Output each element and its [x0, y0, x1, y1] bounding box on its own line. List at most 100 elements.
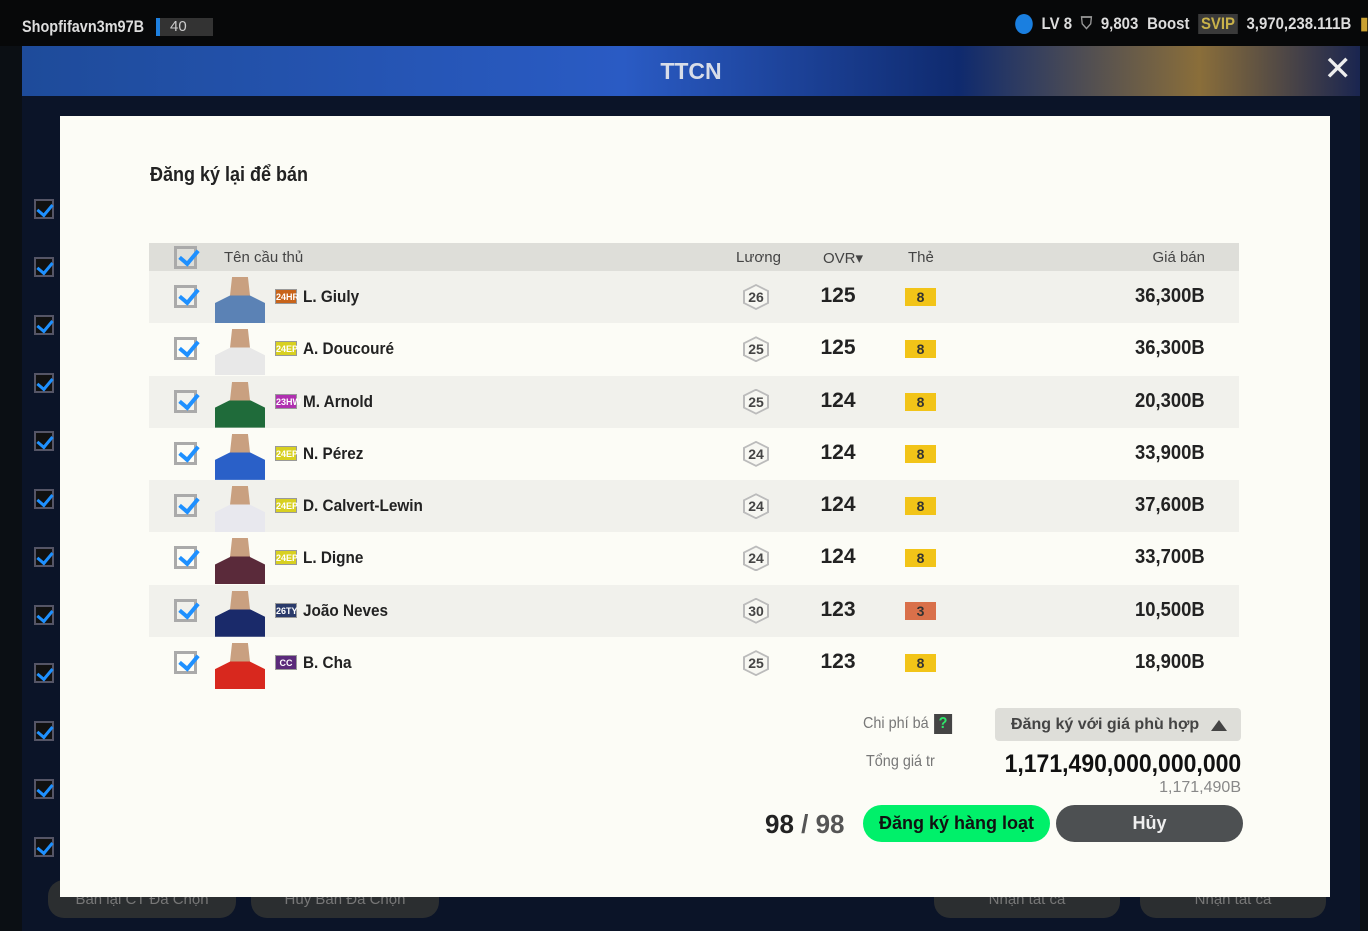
select-all-checkbox[interactable] — [174, 246, 197, 269]
player-avatar — [215, 377, 265, 428]
ovr-value: 124 — [820, 545, 856, 569]
ovr-value: 124 — [820, 440, 856, 464]
season-badge: 24EP — [275, 341, 298, 357]
col-salary[interactable]: Lương — [736, 249, 781, 266]
grade-badge: 3 — [905, 601, 936, 620]
sale-price: 36,300B — [1135, 285, 1205, 307]
player-row[interactable]: 24EP N. Pérez 24 124 8 33,900B — [149, 427, 1239, 481]
player-row[interactable]: 23HW M. Arnold 25 124 8 20,300B — [149, 375, 1239, 428]
player-avatar — [215, 534, 265, 585]
salary-hex: 24 — [743, 440, 769, 467]
salary-hex: 30 — [743, 597, 769, 624]
season-badge: 24EP — [275, 550, 298, 566]
season-badge: 24EP — [275, 498, 298, 514]
total-value: 1,171,490,000,000,000 — [1004, 750, 1241, 778]
triangle-up-icon — [1211, 720, 1227, 731]
help-icon[interactable]: ? — [934, 714, 953, 734]
player-row[interactable]: 24EP L. Digne 24 124 8 33,700B — [149, 532, 1239, 585]
dialog-title: Đăng ký lại để bán — [150, 164, 309, 186]
background-row-checkbox — [34, 315, 54, 335]
background-row-checkbox — [34, 721, 54, 741]
row-checkbox[interactable] — [174, 494, 197, 518]
player-avatar — [215, 482, 265, 533]
col-grade[interactable]: Thẻ — [908, 249, 934, 266]
salary-hex: 25 — [743, 650, 769, 677]
cancel-button[interactable]: Hủy — [1056, 805, 1243, 842]
row-checkbox[interactable] — [174, 651, 197, 675]
salary-value: 25 — [745, 652, 767, 675]
salary-value: 24 — [745, 547, 767, 570]
row-checkbox[interactable] — [174, 337, 197, 361]
balance-text: 3,970,238.111B — [1246, 14, 1351, 33]
season-badge: 24HR — [275, 289, 299, 304]
player-avatar — [215, 325, 265, 376]
lv-text: LV 8 — [1041, 14, 1072, 33]
background-row-checkbox — [34, 663, 54, 683]
window-title: TTCN — [660, 58, 722, 84]
sale-price: 37,600B — [1135, 494, 1205, 517]
grade-badge: 8 — [905, 288, 936, 306]
grade-badge: 8 — [905, 654, 936, 673]
background-row-checkbox — [34, 199, 54, 219]
col-price: Giá bán — [1152, 249, 1205, 266]
fee-label: Chi phí bá? — [863, 714, 953, 734]
level-badge: 40 — [156, 18, 213, 36]
player-row[interactable]: CC B. Cha 25 123 8 18,900B — [149, 637, 1239, 690]
salary-value: 24 — [745, 442, 767, 465]
background-row-checkbox — [34, 489, 54, 509]
grade-badge: 8 — [905, 497, 936, 516]
player-name: L. Digne — [303, 548, 364, 568]
background-row-checkbox — [34, 373, 54, 393]
player-name: B. Cha — [303, 653, 352, 673]
player-name: M. Arnold — [303, 391, 373, 411]
row-checkbox[interactable] — [174, 598, 197, 622]
total-label: Tổng giá tr — [866, 753, 935, 770]
salary-value: 25 — [745, 338, 767, 361]
ovr-value: 125 — [820, 284, 856, 307]
close-icon[interactable]: ✕ — [1323, 50, 1353, 88]
bulk-register-button[interactable]: Đăng ký hàng loạt — [863, 805, 1050, 842]
price-option-dropdown[interactable]: Đăng ký với giá phù hợp — [995, 708, 1241, 741]
season-badge: CC — [275, 655, 297, 671]
coin-icon: ▮ — [1359, 14, 1368, 33]
salary-hex: 26 — [743, 284, 769, 310]
col-ovr[interactable]: OVR▾ — [823, 250, 864, 267]
background-row-checkbox — [34, 837, 54, 857]
player-avatar — [215, 429, 265, 480]
background-row-checkbox — [34, 547, 54, 567]
player-row[interactable]: 24HR L. Giuly 26 125 8 36,300B — [149, 271, 1239, 324]
row-checkbox[interactable] — [174, 285, 197, 308]
price-option-text: Đăng ký với giá phù hợp — [1011, 716, 1200, 733]
salary-value: 25 — [745, 390, 767, 413]
sale-price: 33,900B — [1135, 441, 1205, 464]
reregister-dialog: Đăng ký lại để bán Tên cầu thủ Lương OVR… — [60, 116, 1330, 897]
window-header: TTCN ✕ — [22, 46, 1360, 96]
salary-hex: 24 — [743, 545, 769, 572]
player-row[interactable]: 26TY João Neves 30 123 3 10,500B — [149, 584, 1239, 638]
col-name: Tên cầu thủ — [224, 249, 304, 266]
player-name: D. Calvert-Lewin — [303, 496, 423, 516]
ovr-value: 124 — [820, 493, 856, 517]
player-table: Tên cầu thủ Lương OVR▾ Thẻ Giá bán 24HR … — [149, 243, 1239, 690]
fee-label-text: Chi phí bá — [863, 715, 929, 732]
player-name: A. Doucouré — [303, 339, 394, 359]
grade-badge: 8 — [905, 549, 936, 568]
table-header: Tên cầu thủ Lương OVR▾ Thẻ Giá bán — [149, 243, 1239, 271]
player-row[interactable]: 24EP A. Doucouré 25 125 8 36,300B — [149, 323, 1239, 376]
row-checkbox[interactable] — [174, 441, 197, 465]
username: Shopfifavn3m97B — [22, 17, 145, 36]
ovr-value: 124 — [820, 388, 856, 412]
player-name: João Neves — [303, 600, 389, 620]
sale-price: 10,500B — [1135, 598, 1205, 621]
background-row-checkbox — [34, 605, 54, 625]
season-badge: 24EP — [275, 445, 298, 461]
row-checkbox[interactable] — [174, 389, 197, 413]
grade-badge: 8 — [905, 392, 936, 411]
smiley-icon — [1014, 14, 1033, 34]
salary-hex: 25 — [743, 336, 769, 363]
season-badge: 26TY — [275, 602, 298, 618]
player-avatar — [215, 639, 265, 690]
row-checkbox[interactable] — [174, 546, 197, 570]
player-row[interactable]: 24EP D. Calvert-Lewin 24 124 8 37,600B — [149, 480, 1239, 533]
count-sep: / — [793, 809, 816, 839]
